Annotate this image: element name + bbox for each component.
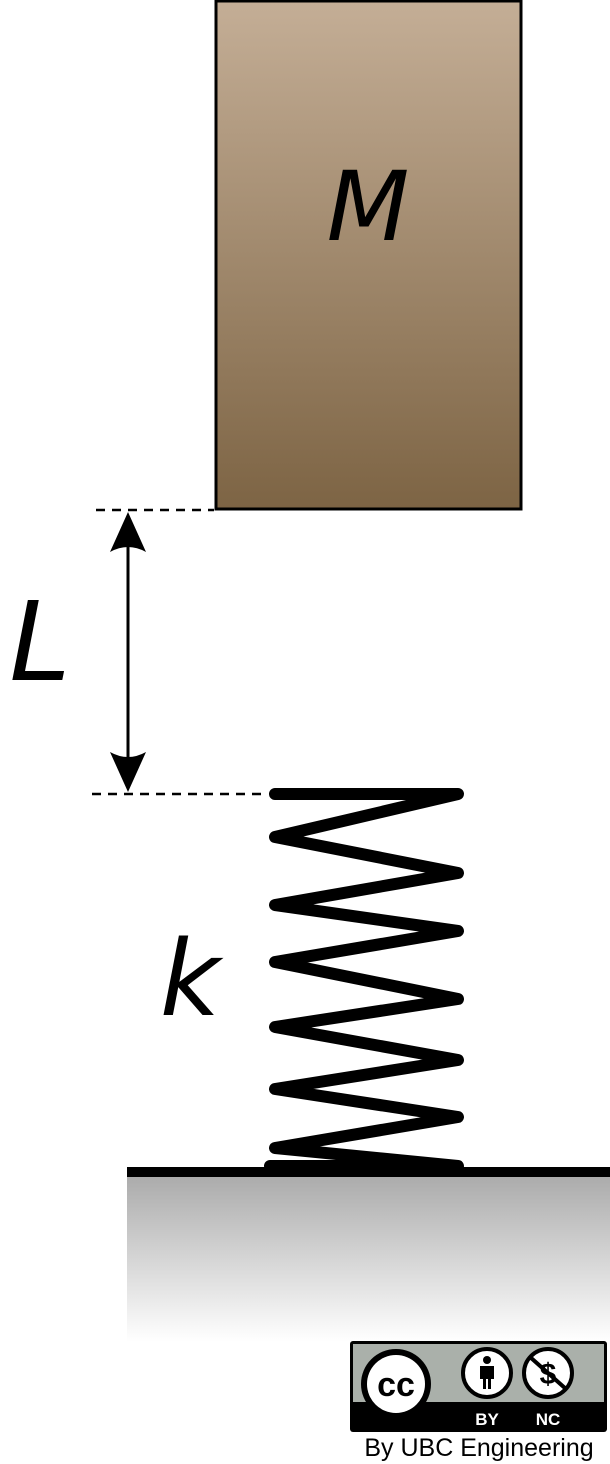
credit-text: By UBC Engineering: [364, 1434, 593, 1462]
noncommercial-icon: $: [522, 1347, 574, 1399]
nc-label: NC: [536, 1410, 561, 1429]
mass-label: M: [327, 151, 410, 263]
by-label: BY: [475, 1410, 499, 1429]
svg-text:cc: cc: [377, 1366, 415, 1404]
mass-block: M: [214, 0, 523, 511]
cc-icon: cc: [361, 1349, 431, 1419]
gap-dimension-arrow: [110, 512, 146, 792]
attribution-icon: [461, 1347, 513, 1399]
spring: [264, 788, 464, 1172]
gap-label: L: [9, 578, 70, 706]
ground: [127, 1167, 610, 1342]
spring-constant-label: k: [160, 918, 224, 1040]
license-badge: cc $ BY NC: [350, 1341, 607, 1432]
